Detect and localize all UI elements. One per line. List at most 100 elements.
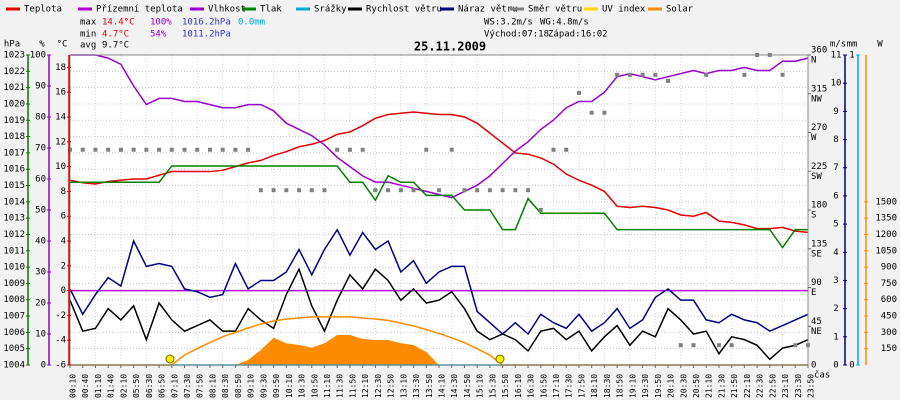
y-tick-label: 225 xyxy=(811,162,827,172)
direction-point xyxy=(526,188,531,193)
x-tick-label: 17:10 xyxy=(552,374,561,398)
x-tick-label: 21:30 xyxy=(717,374,726,398)
direction-point xyxy=(780,72,785,77)
y-tick-label: 315 xyxy=(811,84,827,94)
direction-point xyxy=(373,188,378,193)
x-tick-label: 08:50 xyxy=(234,374,243,398)
stat-value: 9.7°C xyxy=(102,41,129,51)
x-tick-label: 11:10 xyxy=(323,374,332,398)
direction-point xyxy=(131,147,136,152)
y-tick-label: 7 xyxy=(833,163,838,173)
y-tick-label: SW xyxy=(811,172,822,182)
y-tick-label: 3 xyxy=(833,276,838,286)
y-tick-label: 1014 xyxy=(3,197,25,207)
x-tick-label: 22:50 xyxy=(768,374,777,398)
x-tick-label: 07:50 xyxy=(196,374,205,398)
y-tick-label: 1007 xyxy=(3,312,25,322)
y-tick-label: 45 xyxy=(811,317,822,327)
direction-point xyxy=(80,147,85,152)
direction-point xyxy=(207,147,212,152)
axis-title: % xyxy=(39,40,45,50)
x-tick-label: 09:10 xyxy=(247,374,256,398)
direction-point xyxy=(564,147,569,152)
y-tick-label: 90 xyxy=(35,82,46,92)
stat-value: 14.4°C xyxy=(102,18,135,28)
sunset-marker xyxy=(495,354,505,364)
x-tick-label: 14:50 xyxy=(463,374,472,398)
x-tick-label: 13:10 xyxy=(399,374,408,398)
direction-point xyxy=(475,188,480,193)
direction-point xyxy=(386,188,391,193)
x-tick-label: 11:50 xyxy=(348,374,357,398)
direction-point xyxy=(742,72,747,77)
direction-point xyxy=(246,147,251,152)
y-tick-label: 5 xyxy=(833,220,838,230)
wind-stat: WG:4.8m/s xyxy=(540,18,589,28)
y-tick-label: 270 xyxy=(811,123,827,133)
legend-label: Teplota xyxy=(24,5,62,15)
x-tick-label: 06:50 xyxy=(158,374,167,398)
y-tick-label: 900 xyxy=(881,263,897,273)
y-tick-label: 0 xyxy=(41,361,46,371)
y-tick-label: 16 xyxy=(55,88,66,98)
y-tick-label: NW xyxy=(811,94,822,104)
y-tick-label: 1009 xyxy=(3,279,25,289)
x-tick-label: 07:30 xyxy=(183,374,192,398)
direction-point xyxy=(271,188,276,193)
x-tick-label: 21:10 xyxy=(705,374,714,398)
x-tick-label: 00:40 xyxy=(81,374,90,398)
y-tick-label: 135 xyxy=(811,239,827,249)
wind-stat: WS:3.2m/s xyxy=(484,18,533,28)
direction-point xyxy=(538,208,543,212)
x-tick-label: 20:30 xyxy=(679,374,688,398)
direction-point xyxy=(169,147,174,152)
x-tick-label: 05:50 xyxy=(132,374,141,398)
stat-label: avg xyxy=(80,41,96,51)
y-tick-label: 0 xyxy=(811,361,816,371)
axis-title: m/s xyxy=(830,40,846,50)
y-tick-label: 600 xyxy=(881,295,897,305)
direction-point xyxy=(449,147,454,152)
x-tick-label: 01:40 xyxy=(107,374,116,398)
y-tick-label: 1050 xyxy=(875,246,897,256)
direction-point xyxy=(398,188,403,193)
y-tick-label: 1022 xyxy=(3,67,25,77)
y-tick-label: 0 xyxy=(849,361,854,371)
x-tick-label: 12:30 xyxy=(374,374,383,398)
direction-point xyxy=(640,72,645,77)
x-tick-label: 13:50 xyxy=(425,374,434,398)
direction-point xyxy=(233,147,238,152)
y-tick-label: 4 xyxy=(61,237,66,247)
direction-point xyxy=(424,147,429,152)
direction-point xyxy=(297,188,302,193)
y-tick-label: 180 xyxy=(811,201,827,211)
y-tick-label: -4 xyxy=(55,336,66,346)
y-tick-label: 10 xyxy=(35,330,46,340)
y-tick-label: 50 xyxy=(35,206,46,216)
x-tick-label: 17:30 xyxy=(565,374,574,398)
y-tick-label: 6 xyxy=(833,191,838,201)
direction-point xyxy=(793,343,798,348)
y-tick-label: 1020 xyxy=(3,99,25,109)
direction-point xyxy=(335,147,340,152)
direction-point xyxy=(653,72,658,77)
direction-point xyxy=(182,147,187,152)
direction-point xyxy=(729,343,734,348)
x-tick-label: 19:50 xyxy=(654,374,663,398)
y-tick-label: 750 xyxy=(881,279,897,289)
x-tick-label: 08:10 xyxy=(208,374,217,398)
y-tick-label: 6 xyxy=(61,212,66,222)
y-tick-label: 1006 xyxy=(3,328,25,338)
legend-label: UV index xyxy=(602,5,646,15)
legend-label: Rychlost větru xyxy=(366,5,442,15)
y-tick-label: E xyxy=(811,288,816,298)
sun-stat: Východ:07:18 xyxy=(484,30,549,40)
x-tick-label: 22:30 xyxy=(756,374,765,398)
legend-label: Srážky xyxy=(314,5,347,15)
y-tick-label: 1008 xyxy=(3,295,25,305)
y-tick-label: 14 xyxy=(55,113,66,123)
stat-value: 54% xyxy=(150,30,167,40)
y-tick-label: 100 xyxy=(30,51,46,61)
y-tick-label: 300 xyxy=(881,328,897,338)
